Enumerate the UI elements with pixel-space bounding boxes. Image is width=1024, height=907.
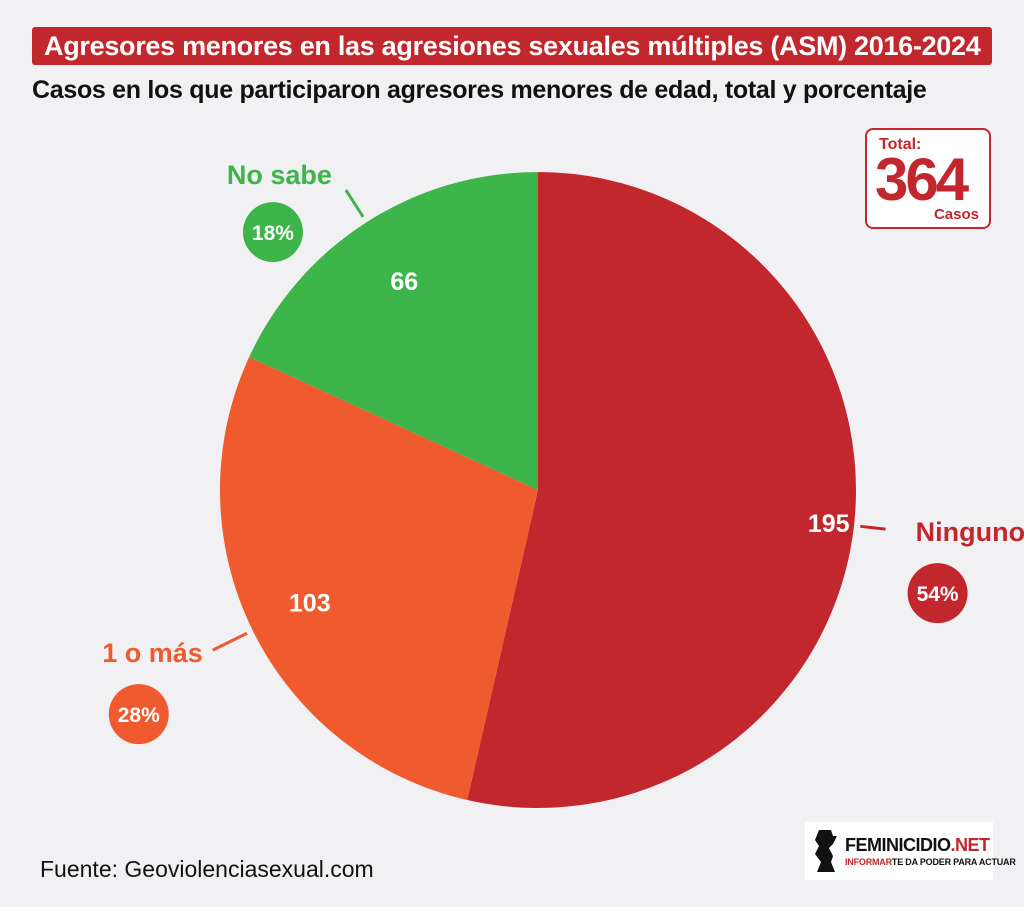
slice-value-label: 195 <box>808 510 850 538</box>
logo-name-suffix: .NET <box>950 835 991 855</box>
leader-line <box>212 631 248 652</box>
percent-badge-label: 54% <box>917 583 959 606</box>
slice-value-label: 103 <box>289 589 331 617</box>
logo-tagline: INFORMARTE DA PODER PARA ACTUAR <box>845 857 1016 867</box>
silhouette-icon <box>815 830 837 872</box>
logo-tagline-rest: TE DA PODER PARA ACTUAR <box>891 857 1016 867</box>
pie-slice-1 <box>467 172 856 808</box>
source-note: Fuente: Geoviolenciasexual.com <box>40 856 374 882</box>
percent-badge-label: 18% <box>252 222 294 245</box>
chart-title: Agresores menores en las agresiones sexu… <box>32 27 993 65</box>
logo-tagline-highlight: INFORMAR <box>845 857 892 867</box>
leader-line <box>860 524 886 531</box>
total-label: Total: <box>879 136 922 153</box>
pie-slice-2 <box>220 356 539 801</box>
slice-category-label: Ninguno <box>916 517 1024 547</box>
logo-name-main: FEMINICIDIO <box>845 835 951 855</box>
percent-badge <box>907 563 968 624</box>
leader-line <box>344 189 365 218</box>
chart-subtitle: Casos en los que participaron agresores … <box>32 76 927 104</box>
total-value: 364 <box>875 146 969 213</box>
total-unit: Casos <box>933 206 979 223</box>
slice-value-label: 66 <box>390 268 418 296</box>
pie-slice-3 <box>249 171 538 490</box>
percent-badge <box>108 684 169 745</box>
percent-badge <box>242 202 303 263</box>
logo-name: FEMINICIDIO.NET <box>845 835 990 856</box>
percent-badge-label: 28% <box>118 704 160 727</box>
slice-category-label: No sabe <box>227 160 332 190</box>
slice-category-label: 1 o más <box>102 638 203 668</box>
total-cases-box: Total: 364 Casos <box>865 128 991 229</box>
feminicidio-logo: FEMINICIDIO.NET INFORMARTE DA PODER PARA… <box>805 822 1016 880</box>
